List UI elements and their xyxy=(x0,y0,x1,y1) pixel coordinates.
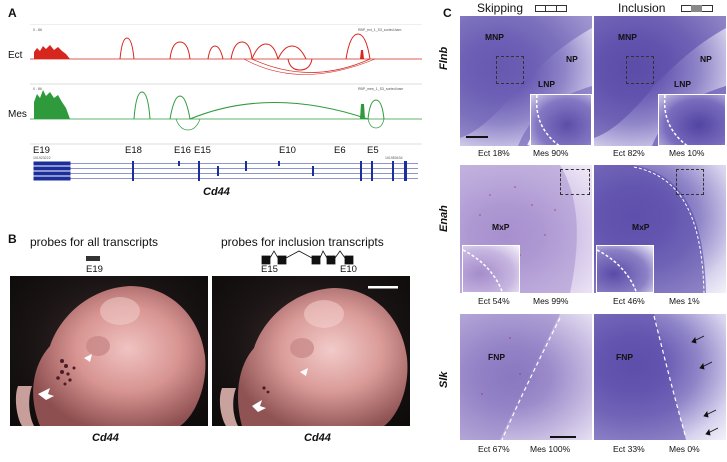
header-skipping: Skipping xyxy=(477,1,524,15)
probe-label-e19: E19 xyxy=(86,264,103,275)
track-sublabel-mes: RBP_mes_1_S3_sorted.bam xyxy=(358,87,404,91)
micrograph-enah-inclusion: MxP xyxy=(594,165,726,293)
micrograph-slk-inclusion: FNP xyxy=(594,314,726,440)
tissue-label-mnp: MNP xyxy=(485,32,504,42)
embryo-image-all-transcripts xyxy=(10,276,208,426)
pct-flnb-inc-ect: Ect 82% xyxy=(613,148,645,158)
pct-slk-skip-ect: Ect 67% xyxy=(478,444,510,454)
coord-right: 101950434 xyxy=(385,156,403,160)
probe-bar-e19 xyxy=(86,256,100,261)
panel-c-letter: C xyxy=(443,6,452,20)
gene-caption-right: Cd44 xyxy=(304,432,331,444)
panel-a-letter: A xyxy=(8,6,17,20)
coord-left: 101923222 xyxy=(33,156,51,160)
track-label-ect: Ect xyxy=(8,50,23,61)
pct-enah-skip-mes: Mes 99% xyxy=(533,296,569,306)
track-sublabel-ect: RBP_ect_1_S3_sorted.bam xyxy=(358,28,402,32)
pct-enah-inc-ect: Ect 46% xyxy=(613,296,645,306)
panel-b-letter: B xyxy=(8,232,17,246)
tissue-label-mxp-r: MxP xyxy=(632,222,650,232)
gene-name-panel-a: Cd44 xyxy=(203,186,230,198)
micrograph-enah-skipping: MxP xyxy=(460,165,592,293)
tissue-label-fnp: FNP xyxy=(488,352,505,362)
mes-track xyxy=(30,90,422,131)
tissue-label-lnp-r: LNP xyxy=(674,79,691,89)
exon-label-e19: E19 xyxy=(33,145,50,156)
exon-label-e18: E18 xyxy=(125,145,142,156)
sashimi-tracks xyxy=(30,24,422,145)
tissue-label-mnp-r: MNP xyxy=(618,32,637,42)
row-gene-flnb: Flnb xyxy=(438,46,450,70)
track-header-mes: 0 - 86 xyxy=(33,87,42,91)
skipping-legend-box xyxy=(535,5,567,12)
probe-label-e15: E15 xyxy=(261,264,278,275)
pct-enah-inc-mes: Mes 1% xyxy=(669,296,700,306)
row-gene-slk: Slk xyxy=(438,371,450,388)
pct-flnb-skip-ect: Ect 18% xyxy=(478,148,510,158)
track-label-mes: Mes xyxy=(8,109,27,120)
tissue-label-fnp-r: FNP xyxy=(616,352,633,362)
pct-slk-skip-mes: Mes 100% xyxy=(530,444,571,454)
probe-title-inclusion: probes for inclusion transcripts xyxy=(221,235,384,249)
track-header-ect: 0 - 86 xyxy=(33,28,42,32)
tissue-label-np: NP xyxy=(566,54,578,64)
pct-flnb-inc-mes: Mes 10% xyxy=(669,148,705,158)
inclusion-probe-schematic xyxy=(261,250,354,265)
header-inclusion: Inclusion xyxy=(618,1,666,15)
pct-flnb-skip-mes: Mes 90% xyxy=(533,148,569,158)
tissue-label-np-r: NP xyxy=(700,54,712,64)
gene-caption-left: Cd44 xyxy=(92,432,119,444)
exon-label-e16: E16 xyxy=(174,145,191,156)
pct-slk-inc-mes: Mes 0% xyxy=(669,444,700,454)
tissue-label-lnp: LNP xyxy=(538,79,555,89)
row-gene-enah: Enah xyxy=(438,205,450,232)
probe-label-e10: E10 xyxy=(340,264,357,275)
transcript-models xyxy=(33,161,418,181)
probe-title-all: probes for all transcripts xyxy=(30,235,159,249)
exon-label-e5: E5 xyxy=(367,145,379,156)
pct-slk-inc-ect: Ect 33% xyxy=(613,444,645,454)
exon-label-e6: E6 xyxy=(334,145,346,156)
exon-label-e10: E10 xyxy=(279,145,296,156)
exon-label-e15: E15 xyxy=(194,145,211,156)
embryo-image-inclusion-transcripts xyxy=(212,276,410,426)
pct-enah-skip-ect: Ect 54% xyxy=(478,296,510,306)
micrograph-flnb-skipping: MNP NP LNP xyxy=(460,16,592,146)
ect-track xyxy=(30,33,422,75)
tissue-label-mxp: MxP xyxy=(492,222,510,232)
micrograph-flnb-inclusion: MNP NP LNP xyxy=(594,16,726,146)
micrograph-slk-skipping: FNP xyxy=(460,314,592,440)
